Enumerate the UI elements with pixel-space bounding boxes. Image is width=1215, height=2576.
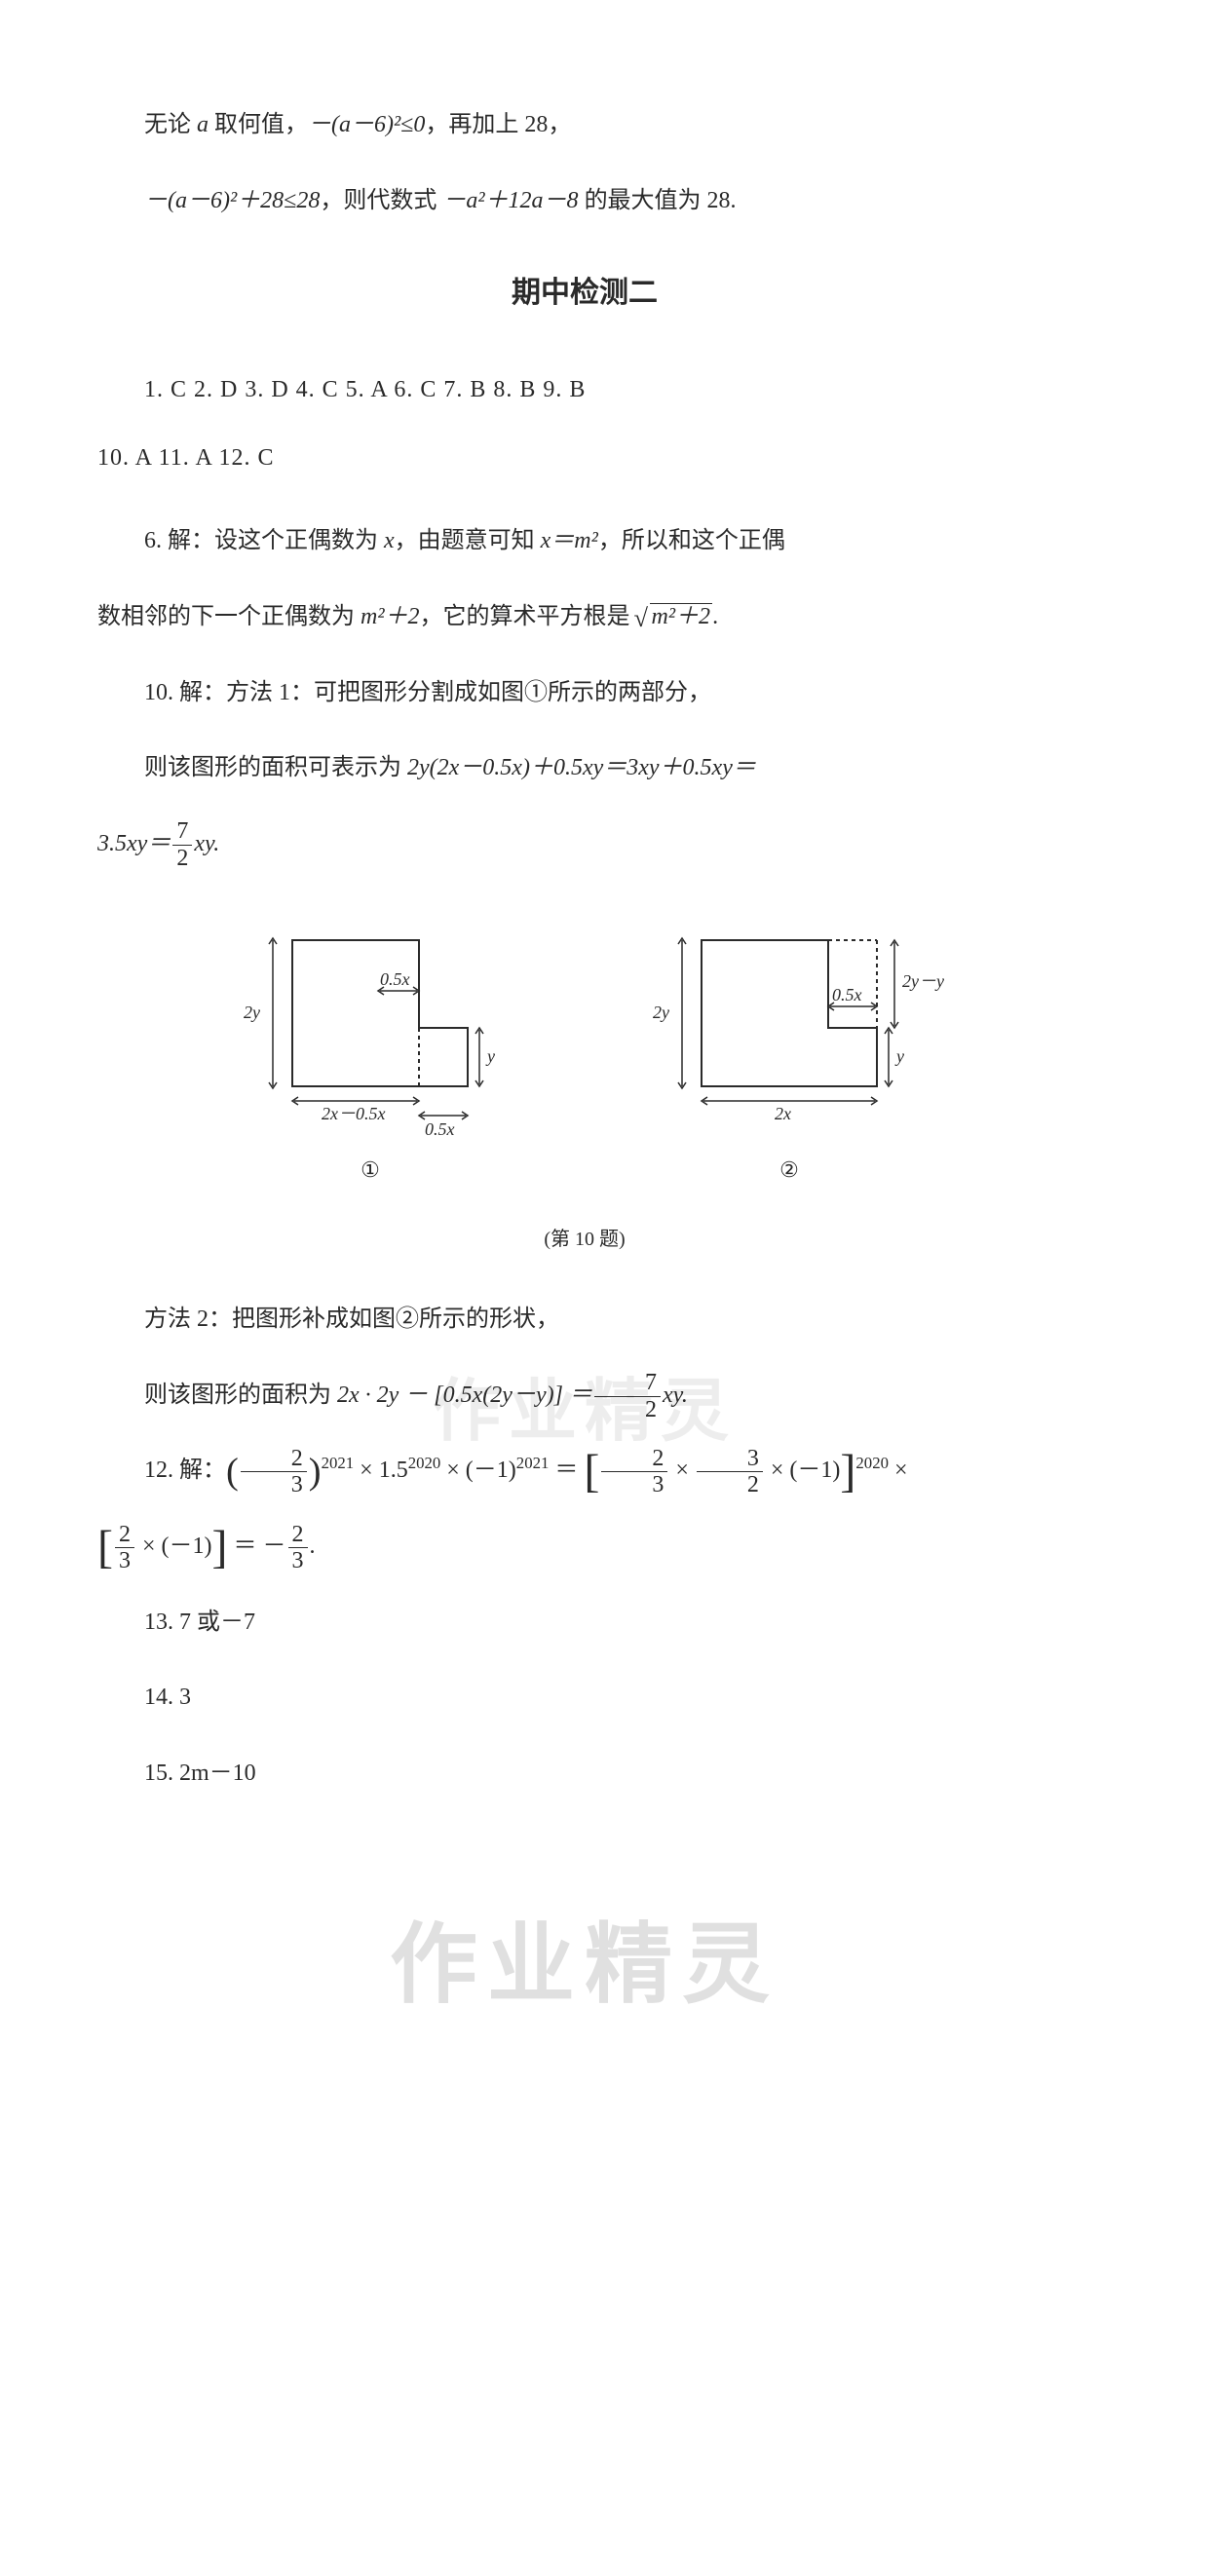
- text: ，则代数式: [320, 188, 442, 213]
- dim-05x: 0.5x: [380, 969, 410, 989]
- dim-2x: 2x: [775, 1104, 791, 1123]
- pow: 2020: [408, 1454, 441, 1472]
- den: 3: [288, 1548, 308, 1573]
- watermark-2: 作业精灵: [97, 1860, 1072, 2070]
- q10-m1-lead: 10. 解：方法 1：可把图形分割成如图①所示的两部分，: [97, 665, 1072, 722]
- q13: 13. 7 或－7: [97, 1595, 1072, 1651]
- radicand: m²＋2: [650, 603, 713, 629]
- text: ，再加上 28，: [425, 112, 571, 137]
- text: ×: [889, 1458, 908, 1483]
- expr: xy.: [194, 831, 219, 856]
- text: ＝ －: [228, 1534, 286, 1559]
- den: 3: [115, 1548, 134, 1573]
- expr: －(a－6)²≤0: [308, 112, 425, 137]
- num: 2: [288, 1522, 308, 1548]
- dim-05x-b: 0.5x: [425, 1119, 455, 1139]
- pow: 2021: [516, 1454, 550, 1472]
- num: 2: [115, 1522, 134, 1548]
- text: 的最大值为 28.: [579, 188, 737, 213]
- figure-2-svg: 2y 0.5x 2y－y y 2x: [633, 911, 945, 1145]
- text: 取何值，: [209, 112, 308, 137]
- q6-line2: 数相邻的下一个正偶数为 m²＋2，它的算术平方根是 m²＋2.: [97, 589, 1072, 646]
- den: 3: [601, 1472, 667, 1497]
- expr: 3.5xy＝: [97, 831, 171, 856]
- intro-line2: －(a－6)²＋28≤28，则代数式 －a²＋12a－8 的最大值为 28.: [97, 173, 1072, 230]
- text: ，它的算术平方根是: [420, 604, 636, 629]
- q12-line1: 12. 解：(23)2021 × 1.52020 × (－1)2021 ＝ [2…: [97, 1443, 1072, 1499]
- num: 3: [697, 1446, 763, 1472]
- text: .: [310, 1534, 316, 1559]
- text: 6. 解：设这个正偶数为: [144, 528, 384, 553]
- num: 2: [601, 1446, 667, 1472]
- text: 数相邻的下一个正偶数为: [97, 604, 361, 629]
- dim-2y: 2y: [653, 1003, 669, 1022]
- page-content: 无论 a 取何值，－(a－6)²≤0，再加上 28， －(a－6)²＋28≤28…: [97, 97, 1072, 2070]
- expr: 2y(2x－0.5x)＋0.5xy＝3xy＋0.5xy＝: [407, 755, 756, 780]
- q14: 14. 3: [97, 1670, 1072, 1726]
- text: 则该图形的面积可表示为: [144, 755, 407, 780]
- text: ＝: [549, 1458, 584, 1483]
- expr: x＝m²: [541, 528, 598, 553]
- den: 2: [172, 846, 192, 871]
- figure-1-svg: 2y 0.5x y 2x－0.5x 0.5x: [224, 911, 516, 1145]
- answers-row-1: 1. C 2. D 3. D 4. C 5. A 6. C 7. B 8. B …: [97, 362, 1072, 419]
- q6-line1: 6. 解：设这个正偶数为 x，由题意可知 x＝m²，所以和这个正偶: [97, 513, 1072, 570]
- figure-1-label: ①: [224, 1145, 516, 1196]
- figure-caption: (第 10 题): [97, 1216, 1072, 1263]
- q15: 15. 2m－10: [97, 1746, 1072, 1802]
- answers-row-2: 10. A 11. A 12. C: [97, 431, 1072, 487]
- figure-2: 2y 0.5x 2y－y y 2x ②: [633, 911, 945, 1196]
- text: 则该图形的面积为: [144, 1383, 337, 1408]
- den: 3: [241, 1472, 307, 1497]
- figure-1: 2y 0.5x y 2x－0.5x 0.5x ①: [224, 911, 516, 1196]
- text: ，所以和这个正偶: [598, 528, 785, 553]
- dim-2y-y: 2y－y: [902, 971, 944, 991]
- section-title: 期中检测二: [97, 258, 1072, 328]
- expr: －a²＋12a－8: [442, 188, 578, 213]
- den: 2: [697, 1472, 763, 1497]
- text: × (－1): [765, 1458, 841, 1483]
- dim-2y: 2y: [244, 1003, 260, 1022]
- text: ，由题意可知: [395, 528, 541, 553]
- pow: 2021: [322, 1454, 355, 1472]
- dim-2x-05x: 2x－0.5x: [322, 1104, 385, 1123]
- q12-line2: [23 × (－1)] ＝ －23.: [97, 1519, 1072, 1575]
- expr: m²＋2: [361, 604, 420, 629]
- num: 7: [172, 818, 192, 845]
- intro-line1: 无论 a 取何值，－(a－6)²≤0，再加上 28，: [97, 97, 1072, 154]
- q10-m1-cont: 3.5xy＝72xy.: [97, 816, 1072, 873]
- var: x: [384, 528, 395, 553]
- pow: 2020: [855, 1454, 889, 1472]
- figures-row: 2y 0.5x y 2x－0.5x 0.5x ①: [97, 911, 1072, 1196]
- text: × (－1): [136, 1534, 212, 1559]
- dim-y: y: [485, 1046, 495, 1066]
- text: 15. 2m－10: [144, 1761, 256, 1786]
- q10-m1-expr: 则该图形的面积可表示为 2y(2x－0.5x)＋0.5xy＝3xy＋0.5xy＝: [97, 740, 1072, 797]
- text: × (－1): [440, 1458, 516, 1483]
- dim-05x: 0.5x: [832, 985, 862, 1004]
- dim-y: y: [894, 1046, 904, 1066]
- text: 12. 解：: [144, 1458, 226, 1483]
- expr: －(a－6)²＋28≤28: [144, 188, 320, 213]
- num: 2: [241, 1446, 307, 1472]
- text: ×: [669, 1458, 695, 1483]
- figure-2-label: ②: [633, 1145, 945, 1196]
- text: .: [712, 604, 718, 629]
- text: × 1.5: [354, 1458, 408, 1483]
- text: 无论: [144, 112, 197, 137]
- q10-m2-lead: 方法 2：把图形补成如图②所示的形状，: [97, 1292, 1072, 1348]
